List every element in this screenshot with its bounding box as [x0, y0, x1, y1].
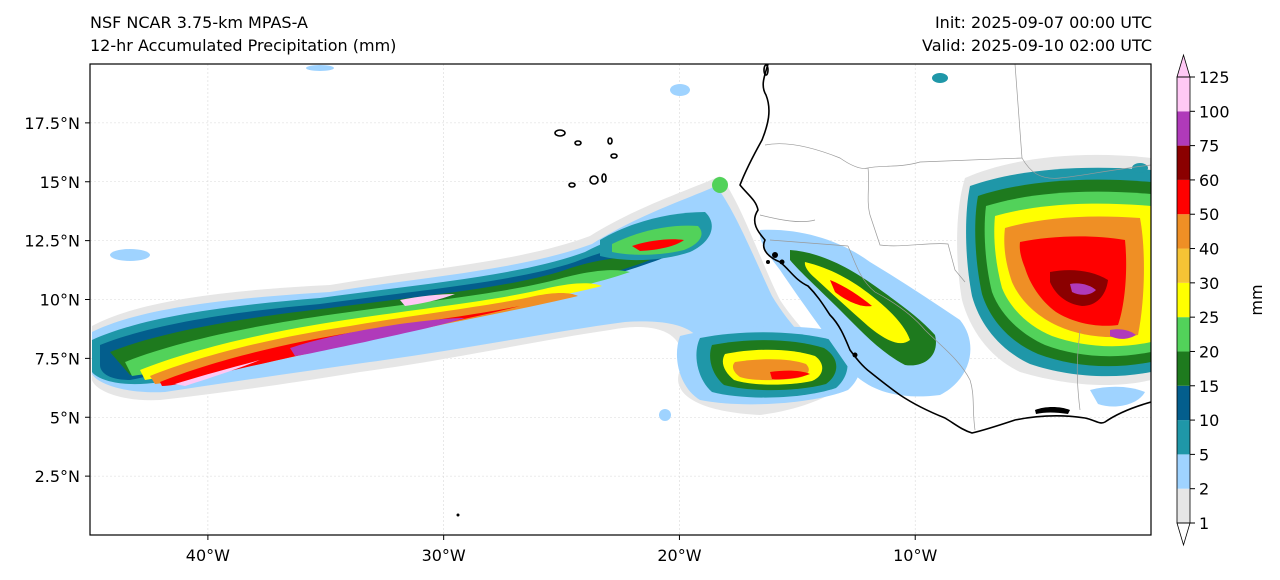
colorbar-segment: [1177, 77, 1190, 112]
lat-tick-label: 5°N: [50, 408, 80, 427]
colorbar-tick-label: 15: [1199, 377, 1219, 396]
colorbar-segment: [1177, 248, 1190, 283]
precip-50mm-offshore: [770, 370, 810, 380]
coastline: [739, 64, 1151, 434]
precip-50mm-north-coast: [632, 239, 684, 251]
precip-5mm-east-tail: [1090, 386, 1145, 407]
precip-100mm-east-south: [1110, 329, 1136, 339]
colorbar-tick-label: 2: [1199, 480, 1209, 499]
lat-tick-label: 15°N: [40, 173, 80, 192]
colorbar-segment: [1177, 351, 1190, 386]
colorbar-outline: [1176, 76, 1191, 524]
colorbar-segment: [1177, 111, 1190, 146]
precip-75mm-atlantic: [290, 318, 465, 356]
colorbar-tick-label: 100: [1199, 102, 1230, 121]
political-borders: [759, 64, 1151, 431]
precip-cell: [110, 249, 150, 261]
precip-100mm-atlantic: [175, 360, 260, 386]
precip-50mm-guinea: [830, 280, 872, 307]
field-title: 12-hr Accumulated Precipitation (mm): [90, 36, 397, 55]
colorbar-tick-label: 25: [1199, 308, 1219, 327]
precipitation-field: [92, 65, 1151, 421]
colorbar-segment: [1177, 488, 1190, 523]
precip-25mm-north-coast: [612, 225, 702, 255]
model-title: NSF NCAR 3.75-km MPAS-A: [90, 13, 308, 32]
colorbar-tick-label: 30: [1199, 274, 1219, 293]
colorbar-segment: [1177, 385, 1190, 421]
colorbar-tick-label: 1: [1199, 514, 1209, 533]
colorbar-segment: [1177, 317, 1190, 352]
colorbar-segment: [1177, 145, 1190, 180]
map-area: [90, 64, 1151, 535]
colorbar-tick-label: 40: [1199, 240, 1219, 259]
lon-tick-label: 40°W: [186, 546, 230, 565]
axis-ticks: 40°W 30°W 20°W 10°W 2.5°N 5°N 7.5°N 10°N 12.5°N 1…: [24, 114, 937, 565]
colorbar-segment: [1177, 420, 1190, 455]
colorbar-segment: [1177, 179, 1190, 215]
cape-verde-islands: [554, 64, 769, 188]
colorbar-tick-label: 20: [1199, 342, 1219, 361]
colorbar-tick-label: 75: [1199, 137, 1219, 156]
lat-tick-label: 2.5°N: [35, 467, 80, 486]
lon-tick-label: 30°W: [422, 546, 466, 565]
colorbar-segment: [1177, 454, 1190, 489]
lon-tick-label: 20°W: [657, 546, 701, 565]
lat-tick-label: 12.5°N: [24, 232, 80, 251]
precip-cell: [1132, 163, 1148, 173]
precip-cell: [670, 84, 690, 96]
lat-tick-label: 7.5°N: [35, 349, 80, 368]
precip-cell: [932, 73, 948, 83]
colorbar-segment: [1177, 214, 1190, 249]
precip-cell: [659, 409, 671, 421]
colorbar-tick-label: 60: [1199, 171, 1219, 190]
precip-100mm-east: [1070, 283, 1096, 295]
precip-cell: [306, 65, 334, 71]
precip-75mm-northern-band: [400, 294, 455, 306]
precip-cell: [712, 177, 728, 193]
colorbar-tick-label: 50: [1199, 205, 1219, 224]
colorbar-tick-label: 125: [1199, 68, 1230, 87]
lat-tick-label: 10°N: [40, 291, 80, 310]
colorbar-tick-label: 10: [1199, 411, 1219, 430]
colorbar-units-label: mm: [1247, 284, 1266, 315]
lon-tick-label: 10°W: [893, 546, 937, 565]
colorbar-tick-label: 5: [1199, 445, 1209, 464]
colorbar-max-extension: [1176, 53, 1191, 78]
lat-tick-label: 17.5°N: [24, 114, 80, 133]
valid-time: Valid: 2025-09-10 02:00 UTC: [921, 36, 1152, 55]
colorbar-min-extension: [1176, 522, 1191, 547]
coastal-islands: [456, 252, 1070, 517]
colorbar-segment: [1177, 282, 1190, 318]
init-time: Init: 2025-09-07 00:00 UTC: [934, 13, 1152, 32]
